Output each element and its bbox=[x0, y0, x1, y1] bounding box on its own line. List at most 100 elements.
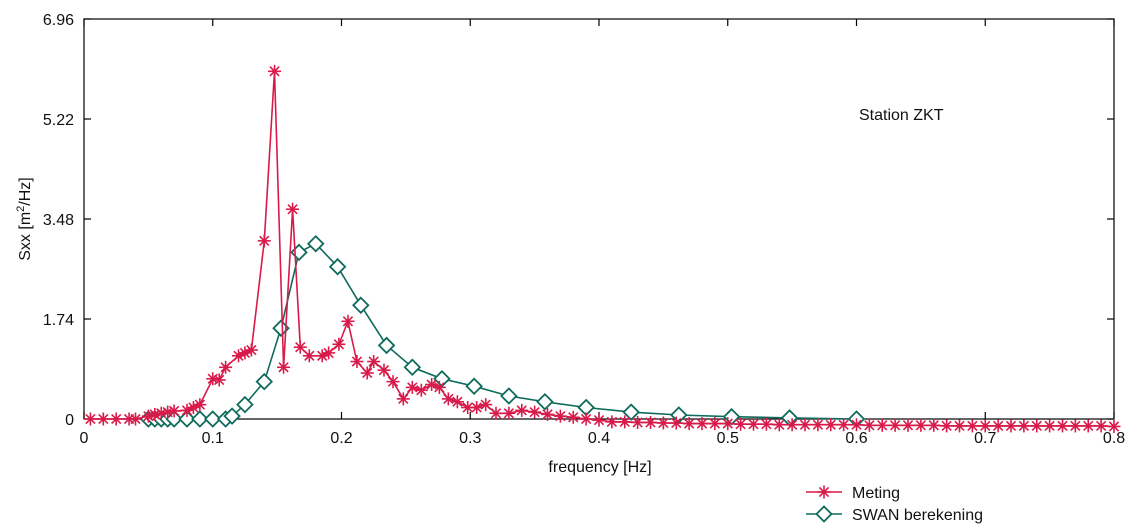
meting-point bbox=[212, 373, 226, 387]
meting-point bbox=[901, 418, 915, 432]
meting-point bbox=[811, 418, 825, 432]
meting-point bbox=[566, 410, 580, 424]
series-meting bbox=[83, 64, 1121, 433]
meting-point bbox=[193, 398, 207, 412]
meting-point bbox=[277, 360, 291, 374]
meting-point bbox=[405, 380, 419, 394]
meting-point bbox=[377, 363, 391, 377]
meting-point bbox=[682, 417, 696, 431]
x-tick-label: 0.5 bbox=[717, 430, 739, 447]
meting-point bbox=[579, 412, 593, 426]
x-tick-label: 0.6 bbox=[845, 430, 867, 447]
meting-point bbox=[631, 415, 645, 429]
meting-point bbox=[978, 419, 992, 433]
x-tick-label: 0.1 bbox=[202, 430, 224, 447]
meting-point bbox=[541, 407, 554, 421]
y-tick-label: 0 bbox=[65, 412, 74, 429]
meting-point bbox=[1004, 419, 1018, 433]
meting-point bbox=[772, 418, 786, 432]
meting-point bbox=[1068, 419, 1082, 433]
meting-point bbox=[618, 415, 632, 429]
swan-point bbox=[290, 243, 308, 262]
meting-point bbox=[669, 416, 683, 430]
y-tick-label: 6.96 bbox=[43, 12, 74, 29]
meting-point bbox=[785, 418, 799, 432]
meting-point bbox=[96, 412, 110, 426]
legend: Meting SWAN berekening bbox=[806, 485, 983, 524]
meting-point bbox=[708, 417, 722, 431]
meting-point bbox=[837, 418, 851, 432]
x-tick-label: 0 bbox=[80, 430, 89, 447]
meting-point bbox=[293, 340, 307, 354]
meting-point bbox=[432, 380, 446, 394]
meting-point bbox=[940, 419, 954, 433]
meting-point bbox=[1094, 419, 1108, 433]
meting-point bbox=[244, 343, 258, 357]
swan-point bbox=[236, 395, 254, 414]
y-axis-label-main: Sxx [m bbox=[17, 212, 34, 261]
meting-point bbox=[322, 346, 336, 360]
meting-point bbox=[798, 418, 812, 432]
meting-point bbox=[953, 419, 966, 433]
swan-point bbox=[255, 372, 274, 391]
meting-point bbox=[219, 360, 233, 374]
meting-point bbox=[396, 392, 410, 406]
swan-point bbox=[465, 377, 483, 396]
meting-point bbox=[817, 485, 831, 499]
swan-point bbox=[306, 234, 325, 253]
meting-point bbox=[644, 415, 657, 429]
y-axis-label-tail: /Hz] bbox=[17, 177, 34, 205]
meting-point bbox=[965, 419, 979, 433]
x-tick-label: 0.4 bbox=[588, 430, 610, 447]
swan-point bbox=[328, 257, 347, 276]
meting-line bbox=[90, 71, 1115, 428]
meting-point bbox=[129, 412, 142, 426]
meting-point bbox=[888, 418, 902, 432]
x-tick-label: 0.8 bbox=[1103, 430, 1125, 447]
x-tick-label: 0.3 bbox=[459, 430, 481, 447]
swan-point bbox=[191, 410, 209, 428]
meting-point bbox=[470, 401, 484, 415]
meting-point bbox=[656, 416, 670, 430]
swan-line bbox=[148, 242, 857, 420]
meting-point bbox=[341, 314, 355, 328]
meting-point bbox=[747, 417, 760, 431]
meting-point bbox=[360, 366, 374, 380]
swan-point bbox=[536, 392, 554, 411]
meting-point bbox=[1081, 419, 1095, 433]
meting-point bbox=[489, 406, 503, 420]
station-annotation: Station ZKT bbox=[859, 107, 944, 124]
meting-point bbox=[109, 412, 123, 426]
meting-point bbox=[441, 392, 455, 406]
meting-point bbox=[1043, 419, 1057, 433]
meting-point bbox=[991, 419, 1005, 433]
x-axis-label: frequency [Hz] bbox=[548, 459, 651, 476]
meting-point bbox=[257, 234, 271, 248]
swan-point bbox=[203, 410, 222, 428]
swan-point bbox=[352, 296, 370, 314]
meting-point bbox=[862, 418, 876, 432]
meting-point bbox=[605, 415, 619, 429]
meting-point bbox=[1017, 419, 1031, 433]
meting-point bbox=[850, 418, 863, 432]
series-layer bbox=[83, 64, 1121, 433]
meting-point bbox=[414, 383, 428, 397]
meting-point bbox=[502, 406, 516, 420]
legend-marker-swan bbox=[806, 505, 842, 523]
x-tick-label: 0.2 bbox=[330, 430, 352, 447]
meting-point bbox=[927, 418, 941, 432]
meting-point bbox=[350, 355, 364, 369]
swan-point bbox=[223, 407, 241, 425]
meting-point bbox=[695, 417, 709, 431]
swan-point bbox=[500, 387, 518, 405]
y-tick-labels: 0 1.74 3.48 5.22 6.96 bbox=[43, 12, 74, 429]
meting-point bbox=[286, 202, 300, 216]
x-tick-label: 0.7 bbox=[974, 430, 996, 447]
meting-point bbox=[386, 375, 400, 389]
meting-point bbox=[302, 349, 316, 363]
series-swan bbox=[139, 234, 866, 428]
meting-point bbox=[367, 355, 381, 369]
meting-point bbox=[592, 413, 606, 427]
swan-point bbox=[622, 403, 640, 421]
swan-point bbox=[377, 336, 396, 355]
